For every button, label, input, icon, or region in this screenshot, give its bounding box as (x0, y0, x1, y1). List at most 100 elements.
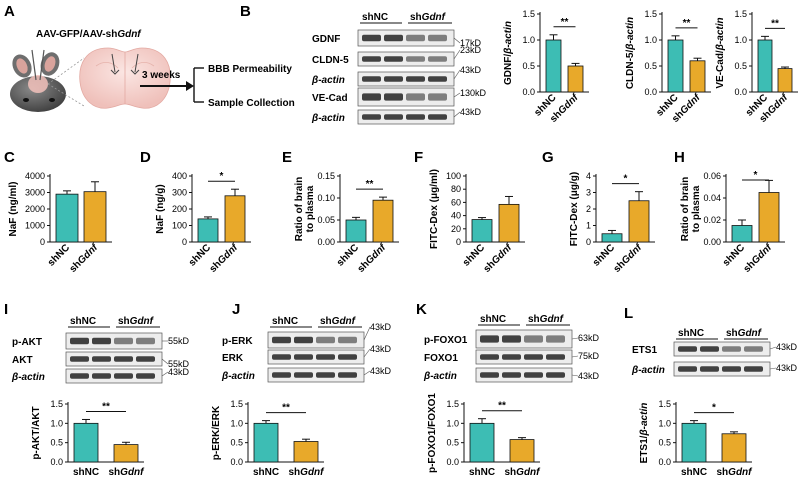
bar-shnc (197, 218, 219, 243)
y-tick-label: 1.0 (522, 35, 535, 45)
category-label: shNC (681, 467, 707, 478)
blot-band (272, 336, 291, 344)
y-axis-label: GDNF/β-actin (503, 21, 514, 85)
blot-band (722, 346, 741, 352)
y-tick-label: 4 (586, 171, 591, 181)
y-tick-label: 0.5 (658, 438, 671, 448)
blot-size-label: 43kD (578, 371, 600, 381)
y-tick-label: 3 (586, 188, 591, 198)
blot-size-label: 23kD (460, 45, 482, 55)
bar-shnc (253, 422, 279, 463)
chart-k: 0.0 0.5 1.0 1.5 p-FOXO1/FOXO1 ** shNC shGdnf (427, 393, 541, 478)
bar-shnc (545, 39, 562, 93)
blot-band (136, 373, 155, 379)
blot-group-shgdnf: shGdnf (118, 316, 155, 327)
panel-letter-j: J (232, 301, 240, 318)
y-tick-label: 1.5 (230, 399, 243, 409)
blot-band (362, 56, 381, 62)
blot-band (406, 76, 425, 82)
blot-band (362, 76, 381, 82)
blot-band (546, 354, 565, 360)
significance-marker: ** (771, 18, 779, 29)
blot-band (114, 356, 133, 362)
panel-letter-f: F (414, 149, 423, 166)
blot-band (384, 114, 403, 120)
blot-band (70, 337, 89, 345)
y-axis-label: NaF (ng/ml) (8, 182, 19, 237)
bar-shnc (667, 39, 684, 93)
y-tick-label: 80 (451, 184, 461, 194)
panel-letter-b: B (240, 3, 251, 20)
blot-band (294, 354, 313, 360)
blot-band (114, 337, 133, 345)
y-tick-label: 1.0 (658, 418, 671, 428)
bar-shnc (55, 193, 79, 243)
blot-band (92, 373, 111, 379)
y-tick-label: 0.5 (230, 438, 243, 448)
blot-row-label: FOXO1 (424, 353, 458, 364)
y-tick-label: 200 (172, 204, 187, 214)
blot-size-leader (161, 358, 169, 365)
blot-band (92, 356, 111, 362)
y-tick-label: 4000 (25, 171, 45, 181)
panel-letter-l: L (624, 305, 633, 322)
y-tick-label: 0.0 (644, 87, 657, 97)
blot-size-label: 43kD (460, 65, 482, 75)
y-tick-label: 0.0 (446, 457, 459, 467)
blot-band (316, 354, 335, 360)
y-tick-label: 0.0 (50, 457, 63, 467)
blot-size-label: 43kD (776, 342, 798, 352)
blot-row-label: CLDN-5 (312, 55, 349, 66)
category-label: shGdnf (742, 241, 776, 275)
y-tick-label: 20 (451, 224, 461, 234)
y-tick-label: 1.5 (658, 399, 671, 409)
y-axis-label: VE-Cad/β-actin (715, 17, 726, 88)
category-label: shNC (73, 467, 99, 478)
blot-size-leader (453, 111, 461, 118)
significance-marker: * (220, 171, 224, 182)
blot-size-leader (453, 37, 461, 44)
y-tick-label: 0.5 (644, 61, 657, 71)
blot-band (384, 56, 403, 62)
blot-row-label: VE-Cad (312, 93, 348, 104)
significance-marker: ** (498, 401, 506, 412)
significance-marker: * (754, 170, 758, 181)
bar-shgdnf (777, 68, 793, 93)
blot-row-label: p-FOXO1 (424, 335, 468, 346)
y-tick-label: 0.0 (658, 457, 671, 467)
bar-shnc (73, 422, 99, 463)
y-tick-label: 2000 (25, 204, 45, 214)
y-axis-label: p-FOXO1/FOXO1 (427, 393, 438, 473)
blot-band (480, 372, 499, 378)
blot-band (678, 346, 697, 352)
blot-band (502, 354, 521, 360)
blot-group-shnc: shNC (480, 314, 506, 325)
bar-shgdnf (628, 200, 650, 243)
blot-band (92, 337, 111, 345)
y-tick-label: 1.0 (230, 418, 243, 428)
blot-row-label: β-actin (11, 372, 45, 383)
blot-size-label: 130kD (460, 88, 487, 98)
blot-group-shnc: shNC (678, 328, 704, 339)
blot-band (362, 34, 381, 42)
y-tick-label: 0.0 (230, 457, 243, 467)
injection-needles (31, 49, 45, 81)
blot-row-label: AKT (12, 355, 33, 366)
blot-band (678, 366, 697, 372)
significance-marker: ** (366, 179, 374, 190)
blot-size-leader (453, 49, 461, 60)
blot-row-label: GDNF (312, 34, 340, 45)
significance-marker: ** (102, 401, 110, 412)
category-label: shGdnf (109, 467, 146, 478)
y-tick-label: 0.15 (317, 171, 335, 181)
y-tick-label: 1.0 (446, 418, 459, 428)
panel-letter-d: D (140, 149, 151, 166)
panel-letter-e: E (282, 149, 292, 166)
arrow-label: 3 weeks (142, 70, 181, 81)
blot-band (428, 76, 447, 82)
blot-size-leader (161, 371, 169, 377)
